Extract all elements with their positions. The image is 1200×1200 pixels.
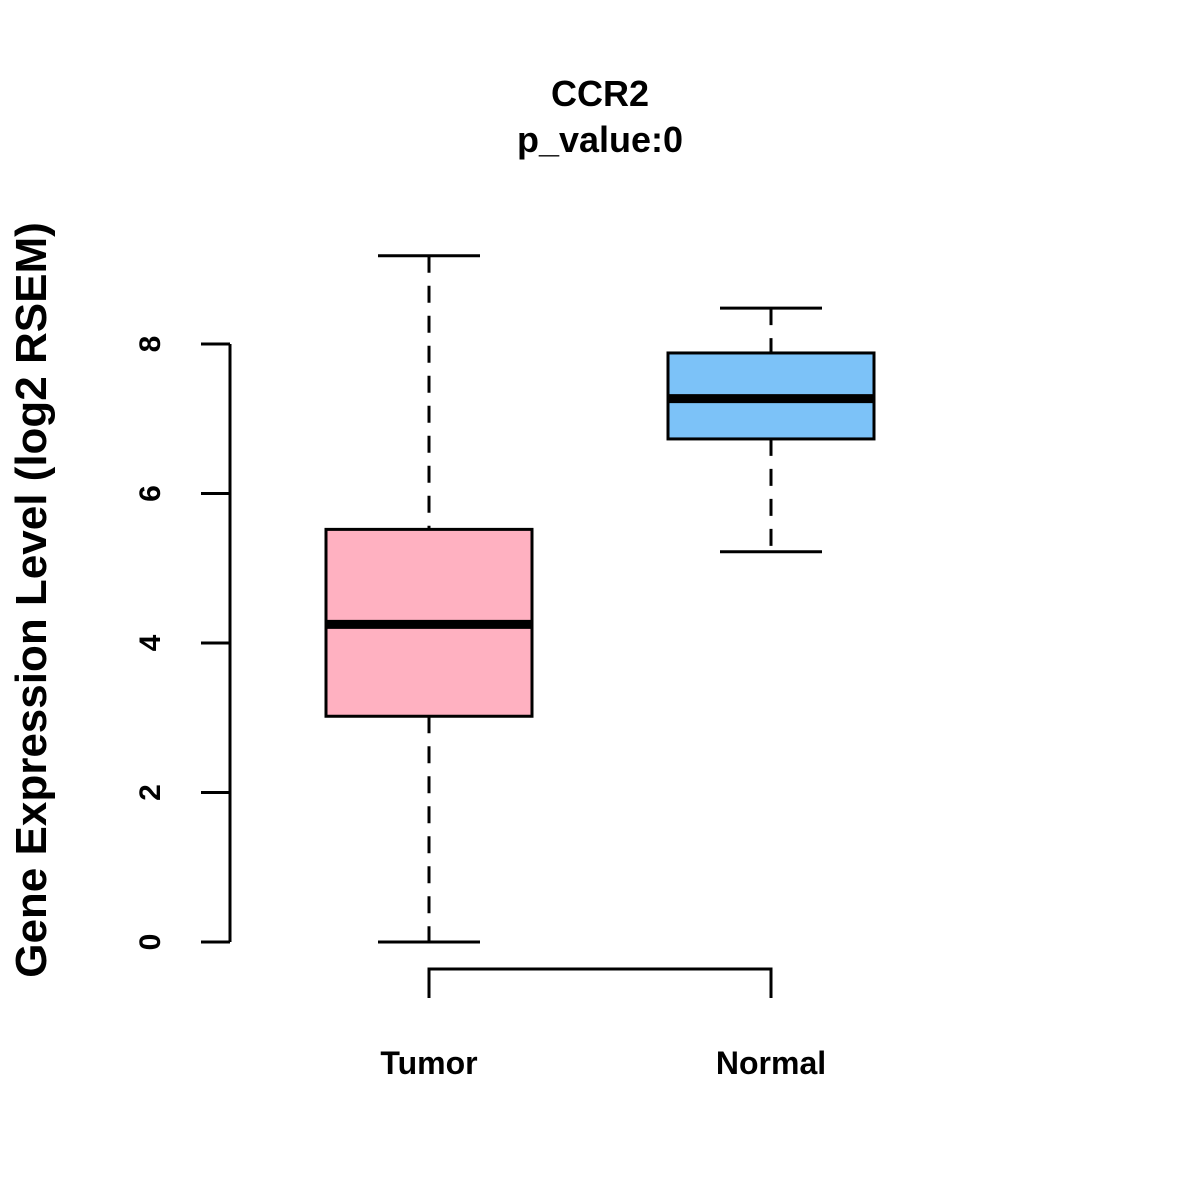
y-axis-label: Gene Expression Level (log2 RSEM) [7,222,56,978]
y-tick-label-4: 8 [134,336,167,353]
x-label-normal: Normal [716,1045,826,1081]
x-label-tumor: Tumor [380,1045,477,1081]
chart-title: CCR2 [551,73,649,114]
y-tick-label-3: 6 [134,485,167,502]
y-tick-label-0: 0 [134,934,167,951]
y-axis: 0 2 4 6 8 [134,336,232,951]
box-normal [666,306,876,554]
chart-subtitle: p_value:0 [517,119,683,160]
group-bracket [427,967,773,998]
y-tick-label-2: 4 [134,634,167,651]
x-axis-labels: Tumor Normal [380,1045,826,1081]
y-tick-label-1: 2 [134,784,167,801]
boxes-group [324,254,876,944]
box-tumor [324,254,534,944]
group-bracket-line [427,967,773,998]
